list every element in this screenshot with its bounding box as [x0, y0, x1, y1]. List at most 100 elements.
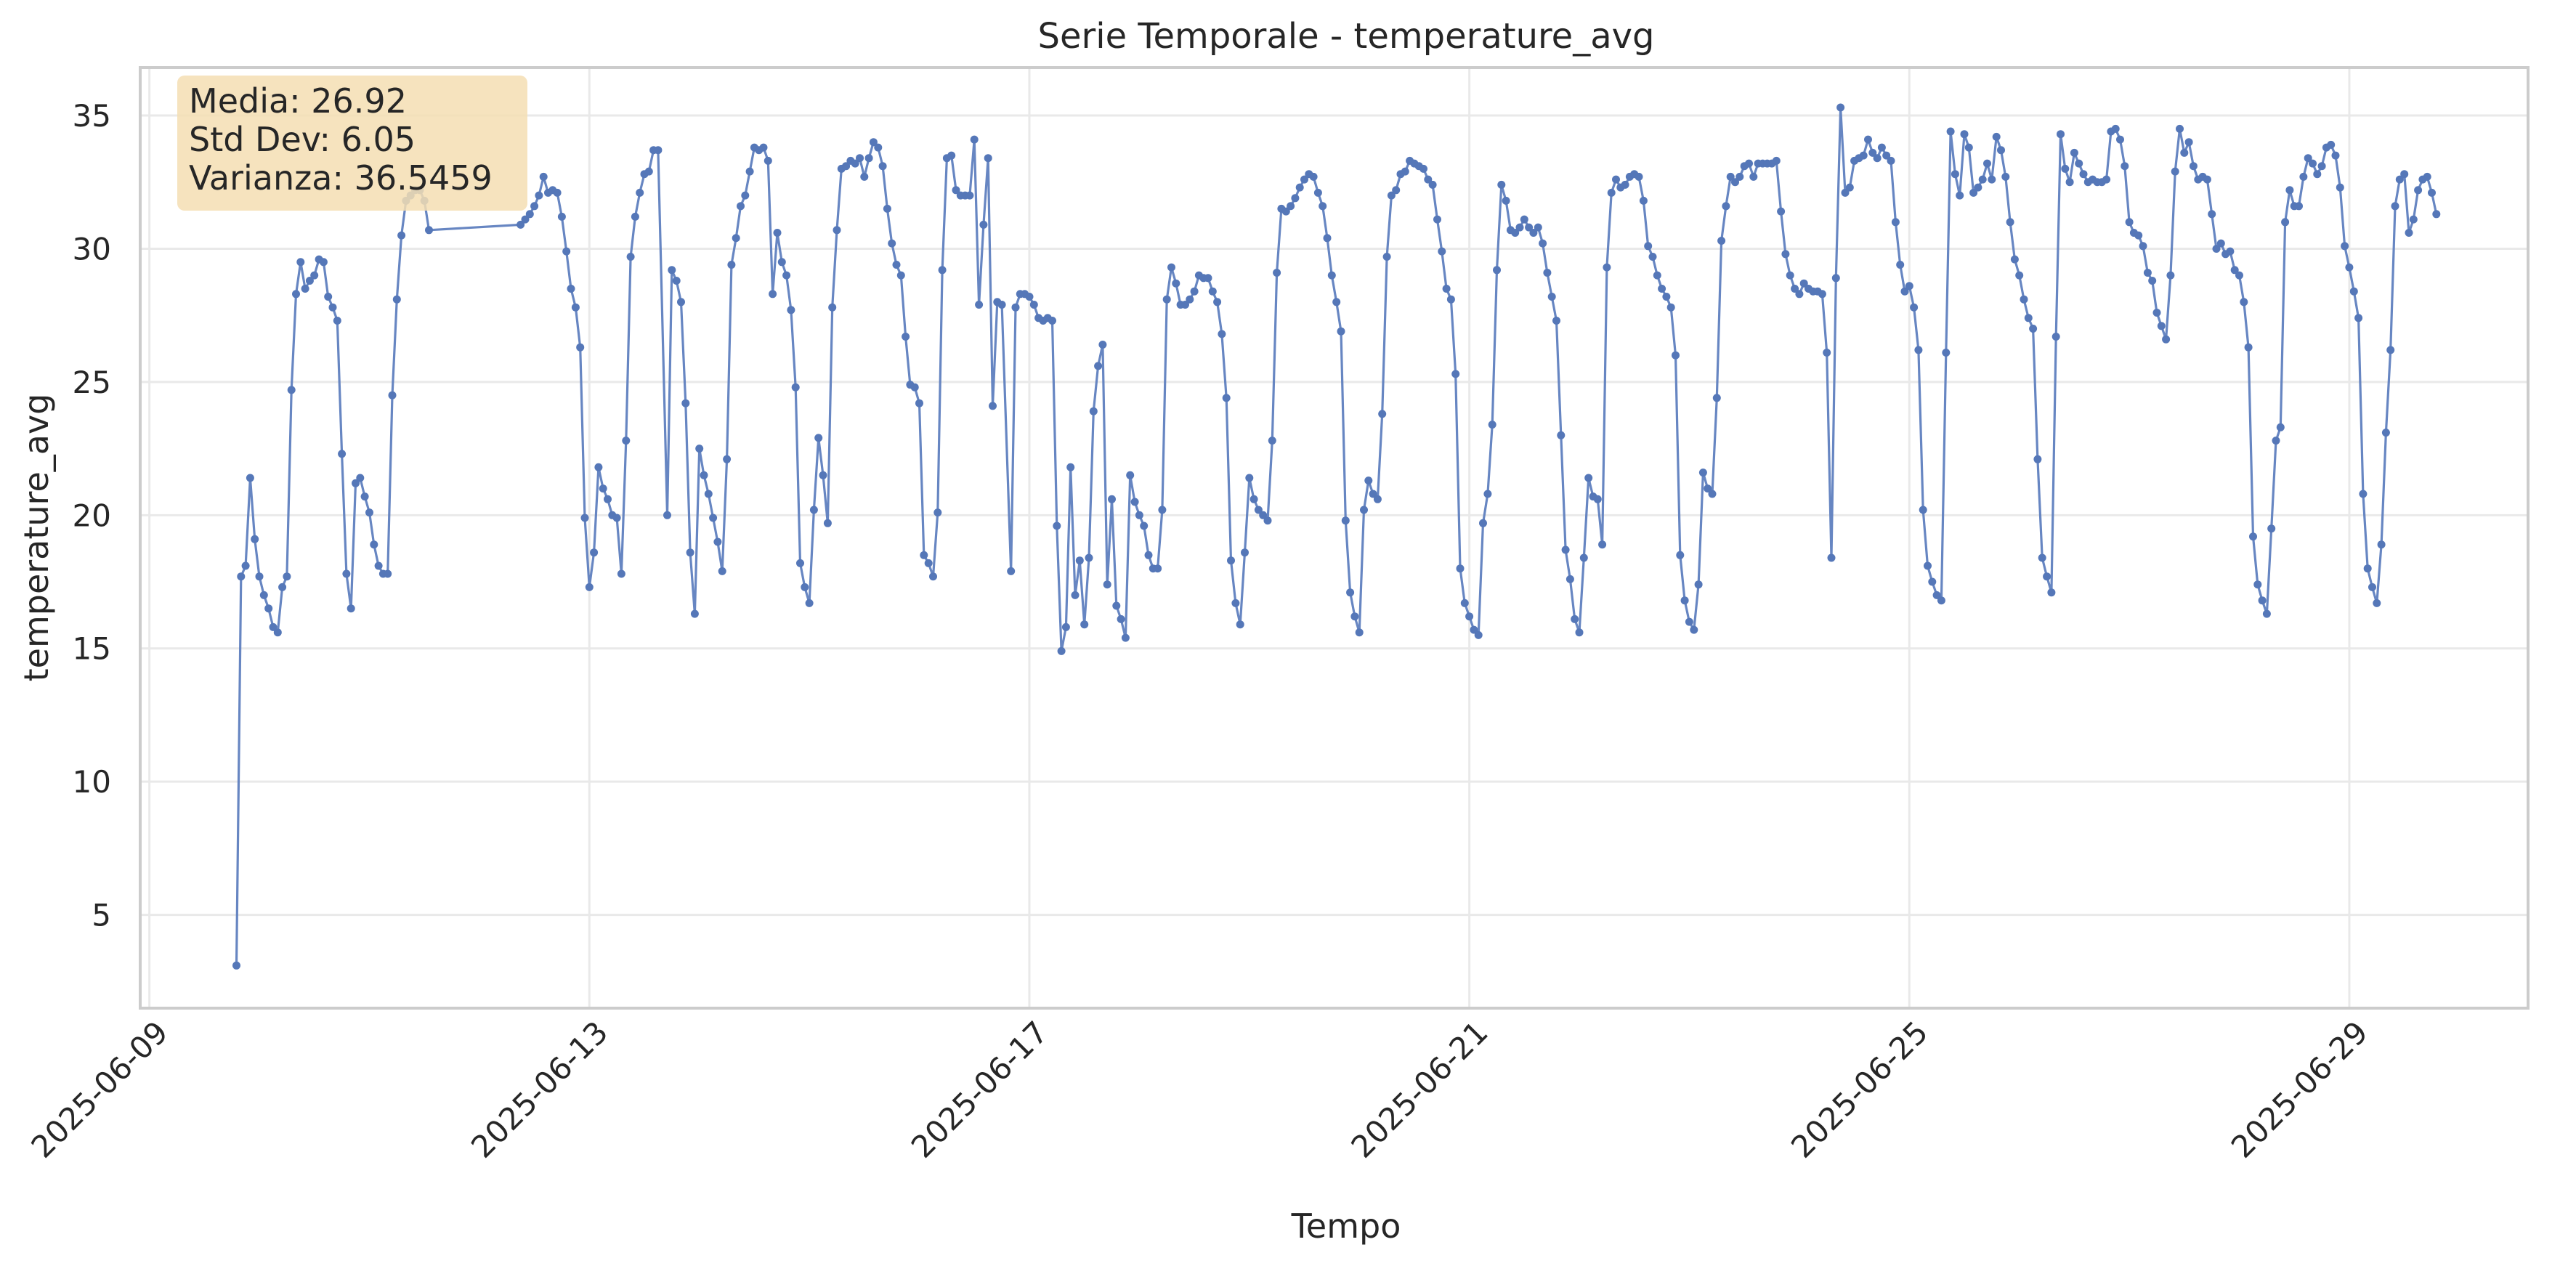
data-point [1571, 614, 1579, 623]
data-point [644, 167, 653, 176]
data-point [562, 247, 571, 256]
data-point [1186, 295, 1194, 304]
data-point [1662, 293, 1671, 301]
data-point [769, 290, 777, 299]
data-point [1061, 622, 1070, 631]
data-point [1419, 164, 1427, 173]
data-point [2157, 322, 2166, 330]
data-point [2428, 188, 2436, 197]
data-point [1323, 234, 1332, 243]
data-point [1827, 553, 1836, 562]
data-point [2349, 287, 2358, 296]
data-point [2057, 130, 2065, 139]
data-point [259, 591, 268, 599]
data-point [1887, 156, 1895, 165]
data-point [1241, 548, 1249, 557]
data-point [727, 261, 736, 269]
data-point [1011, 303, 1020, 312]
data-point [741, 191, 750, 200]
data-point [1341, 516, 1350, 525]
data-point [791, 383, 800, 391]
data-point [681, 399, 690, 407]
data-point [920, 551, 928, 559]
data-point [2230, 266, 2239, 275]
data-point [328, 303, 337, 312]
data-point [2208, 210, 2216, 219]
data-point [2253, 580, 2262, 589]
data-point [1795, 290, 1804, 299]
data-point [2235, 271, 2243, 280]
data-point [1218, 330, 1226, 338]
data-point [273, 628, 282, 637]
data-point [1158, 506, 1167, 514]
data-point [869, 138, 878, 147]
data-point [530, 202, 539, 211]
data-point [1401, 167, 1409, 176]
data-point [1460, 598, 1469, 607]
data-point [1841, 188, 1850, 197]
data-point [1603, 263, 1611, 272]
data-point [1313, 188, 1322, 197]
data-point [347, 604, 355, 613]
data-point [599, 484, 607, 493]
data-point [1236, 620, 1244, 629]
data-point [1300, 175, 1308, 184]
data-point [737, 202, 745, 211]
data-point [1029, 301, 1038, 309]
data-point [1085, 553, 1093, 562]
plot-frame [139, 66, 2530, 1010]
data-point [2001, 172, 2010, 181]
data-point [237, 572, 246, 581]
data-point [2075, 159, 2083, 168]
data-point [2432, 210, 2441, 219]
data-point [2121, 162, 2129, 171]
data-point [384, 569, 392, 578]
data-point [677, 298, 685, 307]
y-tick-label: 30 [73, 231, 111, 267]
data-point [2203, 175, 2211, 184]
data-point [1227, 556, 1235, 565]
data-point [1162, 295, 1171, 304]
data-point [1287, 202, 1295, 211]
data-point [782, 271, 791, 280]
data-point [2313, 170, 2322, 179]
data-point [2327, 140, 2336, 149]
chart-title: Serie Temporale - temperature_avg [1038, 16, 1655, 57]
data-point [759, 143, 768, 152]
data-point [668, 266, 676, 275]
data-point [1823, 349, 1831, 357]
data-point [1291, 194, 1300, 203]
data-point [1456, 564, 1465, 573]
data-point [1978, 175, 1987, 184]
data-point [1900, 287, 1909, 296]
data-point [654, 146, 663, 155]
data-point [823, 519, 832, 527]
data-point [1360, 506, 1368, 514]
data-point [1474, 630, 1483, 639]
data-point [1048, 317, 1056, 325]
data-point [819, 471, 827, 479]
data-point [1791, 285, 1799, 293]
data-point [842, 162, 851, 171]
data-point [2262, 609, 2271, 618]
data-point [1511, 229, 1520, 237]
data-point [1378, 410, 1387, 418]
data-point [1598, 540, 1607, 549]
data-point [892, 261, 901, 269]
data-point [360, 492, 369, 501]
data-point [938, 266, 947, 275]
data-point [1712, 394, 1721, 402]
data-point [1327, 271, 1336, 280]
data-point [1960, 130, 1969, 139]
data-point [1103, 580, 1111, 589]
data-point [1154, 564, 1162, 573]
data-point [1924, 561, 1932, 570]
data-point [251, 535, 259, 543]
data-point [553, 188, 562, 197]
data-point [1222, 394, 1231, 402]
data-point [745, 167, 754, 176]
data-point [1974, 183, 1982, 192]
data-point [2111, 124, 2120, 133]
data-point [342, 569, 351, 578]
data-point [1167, 263, 1175, 272]
